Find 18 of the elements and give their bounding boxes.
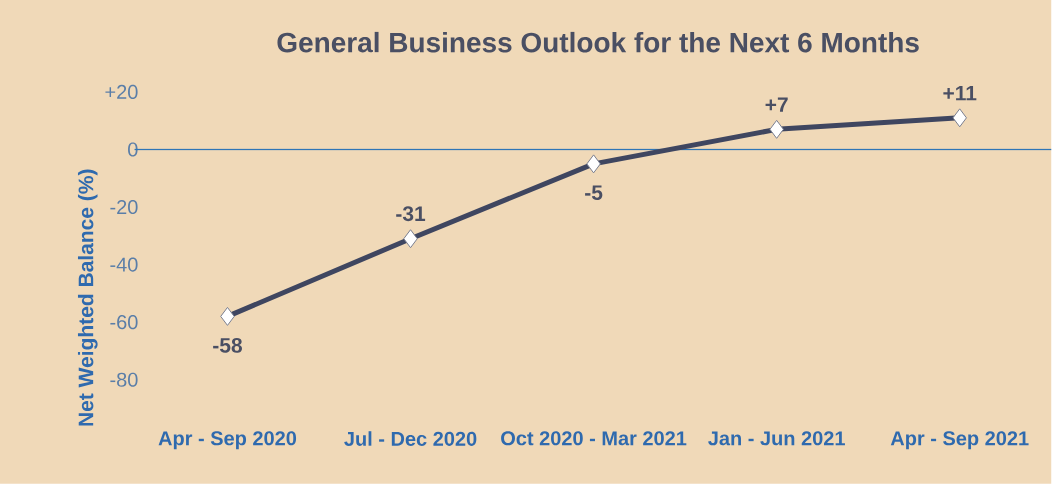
y-tick-label: +20 [105,85,138,100]
data-label: -5 [585,185,603,201]
chart-title: General Business Outlook for the Next 6 Months [277,32,919,53]
data-label: +11 [943,86,977,101]
y-tick-label: -40 [110,257,138,272]
y-tick-label: -80 [110,372,138,387]
x-tick-label: Apr - Sep 2020 [158,431,297,450]
x-tick-label: Oct 2020 - Mar 2021 [501,431,687,446]
y-tick-label: -60 [110,315,138,330]
y-axis-title: Net Weighted Balance (%) [77,169,98,426]
y-tick-label: -20 [110,200,138,215]
x-tick-label: Jan - Jun 2021 [708,431,845,446]
data-label: -31 [396,206,426,222]
data-label: +7 [765,97,788,112]
x-tick-label: Jul - Dec 2020 [344,431,477,447]
y-tick-label: 0 [128,142,138,157]
data-label: -58 [213,338,242,353]
x-tick-label: Apr - Sep 2021 [890,431,1029,450]
